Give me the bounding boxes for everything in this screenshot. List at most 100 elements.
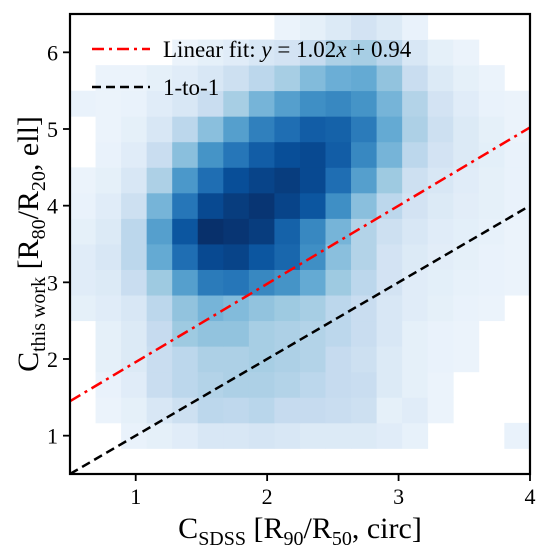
heatmap-cell bbox=[325, 269, 352, 296]
heatmap-cell bbox=[121, 397, 148, 424]
heatmap-cell bbox=[478, 192, 505, 219]
heatmap-cell bbox=[376, 65, 403, 92]
heatmap-cell bbox=[453, 116, 480, 143]
heatmap-cell bbox=[197, 422, 224, 449]
heatmap-cell bbox=[248, 397, 275, 424]
heatmap-cell bbox=[274, 141, 301, 168]
heatmap-cell bbox=[95, 116, 122, 143]
y-axis-ticks: 1 2 3 4 5 6 bbox=[47, 40, 70, 449]
legend: Linear fit: y = 1.02x + 0.94 1-to-1 bbox=[92, 37, 412, 100]
heatmap-cell bbox=[351, 90, 377, 117]
heatmap-cell bbox=[351, 244, 377, 270]
heatmap-cell bbox=[453, 295, 480, 322]
heatmap-cell bbox=[121, 371, 148, 398]
heatmap-cell bbox=[402, 65, 429, 92]
heatmap-cell bbox=[376, 346, 403, 373]
heatmap-cell bbox=[351, 141, 377, 168]
heatmap-cell bbox=[402, 116, 429, 143]
heatmap-cell bbox=[504, 244, 530, 270]
heatmap-cell bbox=[453, 141, 480, 168]
heatmap-cell bbox=[223, 39, 250, 66]
heatmap-cell bbox=[197, 116, 224, 143]
heatmap-cell bbox=[223, 371, 250, 398]
heatmap-cell bbox=[197, 269, 224, 296]
heatmap-cell bbox=[299, 422, 326, 449]
heatmap-cell bbox=[299, 269, 326, 296]
heatmap-cell bbox=[95, 269, 122, 296]
heatmap-cell bbox=[299, 167, 326, 194]
heatmap-cell bbox=[70, 218, 96, 245]
heatmap-cell bbox=[197, 218, 224, 245]
heatmap-cell bbox=[325, 320, 352, 347]
heatmap-cell bbox=[146, 167, 173, 194]
x-tick-label: 4 bbox=[525, 484, 536, 509]
heatmap-cell bbox=[172, 295, 199, 322]
heatmap-cell bbox=[325, 90, 352, 117]
heatmap-cell bbox=[146, 397, 173, 424]
heatmap-cell bbox=[121, 346, 148, 373]
heatmap-cell bbox=[223, 218, 250, 245]
heatmap-cell bbox=[299, 397, 326, 424]
heatmap-cell bbox=[376, 14, 403, 41]
heatmap-cell bbox=[376, 90, 403, 117]
heatmap-cell bbox=[427, 295, 454, 322]
heatmap-cell bbox=[427, 244, 454, 270]
heatmap-cell bbox=[223, 90, 250, 117]
heatmap-cell bbox=[95, 192, 122, 219]
x-tick-label: 3 bbox=[393, 484, 404, 509]
heatmap-cell bbox=[172, 244, 199, 270]
heatmap-cell bbox=[274, 167, 301, 194]
heatmap-cell bbox=[325, 218, 352, 245]
heatmap-cell bbox=[197, 295, 224, 322]
heatmap-cell bbox=[197, 141, 224, 168]
y-tick-label: 4 bbox=[47, 194, 58, 219]
heatmap-cell bbox=[197, 346, 224, 373]
heatmap-cell bbox=[453, 218, 480, 245]
heatmap-cell bbox=[248, 90, 275, 117]
heatmap-cell bbox=[376, 320, 403, 347]
heatmap-cell bbox=[376, 422, 403, 449]
heatmap-cell bbox=[121, 116, 148, 143]
heatmap-cell bbox=[95, 218, 122, 245]
heatmap-cell bbox=[223, 116, 250, 143]
heatmap-cell bbox=[402, 295, 429, 322]
heatmap-cell bbox=[274, 269, 301, 296]
x-axis-ticks: 1 2 3 4 bbox=[130, 474, 536, 509]
heatmap-cell bbox=[478, 90, 505, 117]
heatmap-cell bbox=[248, 192, 275, 219]
heatmap-cell bbox=[504, 192, 530, 219]
heatmap-cell bbox=[274, 371, 301, 398]
heatmap-cell bbox=[248, 244, 275, 270]
heatmap-cell bbox=[478, 167, 505, 194]
heatmap-cell bbox=[248, 320, 275, 347]
heatmap-cell bbox=[299, 116, 326, 143]
heatmap-cell bbox=[427, 39, 454, 66]
heatmap-cell bbox=[172, 167, 199, 194]
heatmap-cell bbox=[351, 422, 377, 449]
heatmap-cell bbox=[95, 167, 122, 194]
heatmap-cell bbox=[299, 14, 326, 41]
heatmap-cell bbox=[274, 65, 301, 92]
heatmap-cell bbox=[121, 167, 148, 194]
heatmap-cell bbox=[325, 167, 352, 194]
heatmap-cell bbox=[223, 244, 250, 270]
heatmap-cell bbox=[351, 397, 377, 424]
heatmap-cell bbox=[325, 39, 352, 66]
heatmap-cell bbox=[427, 90, 454, 117]
y-tick-label: 5 bbox=[47, 117, 58, 142]
heatmap-cell bbox=[427, 218, 454, 245]
heatmap-cell bbox=[248, 218, 275, 245]
heatmap-cell bbox=[146, 90, 173, 117]
y-tick-label: 2 bbox=[47, 347, 58, 372]
heatmap-cell bbox=[504, 90, 530, 117]
heatmap-cell bbox=[504, 269, 530, 296]
heatmap-cell bbox=[376, 167, 403, 194]
heatmap-cell bbox=[121, 320, 148, 347]
heatmap-cell bbox=[427, 116, 454, 143]
heatmap-cell bbox=[172, 141, 199, 168]
heatmap-cell bbox=[70, 295, 96, 322]
heatmap-cell bbox=[453, 269, 480, 296]
heatmap-cell bbox=[146, 320, 173, 347]
heatmap-cell bbox=[453, 39, 480, 66]
heatmap-cell bbox=[172, 39, 199, 66]
